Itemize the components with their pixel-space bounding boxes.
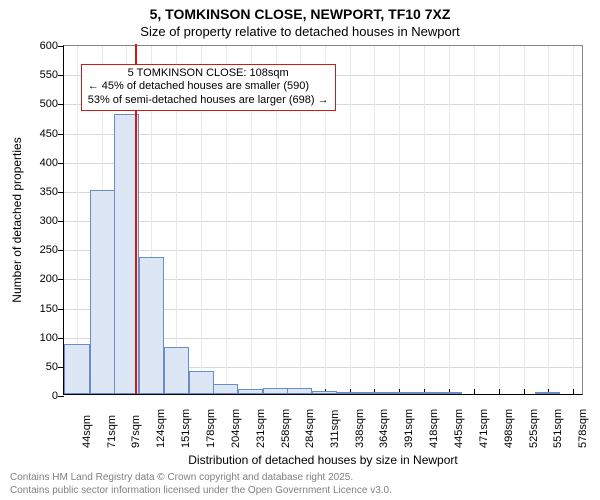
grid-line-v xyxy=(524,46,525,394)
y-tick-mark xyxy=(58,396,64,397)
x-tick-label: 311sqm xyxy=(329,410,341,448)
x-axis-label: Distribution of detached houses by size … xyxy=(63,453,583,467)
title-block: 5, TOMKINSON CLOSE, NEWPORT, TF10 7XZ Si… xyxy=(0,6,600,39)
x-tick-label: 551sqm xyxy=(552,409,564,448)
x-tick-mark xyxy=(499,389,500,395)
grid-line-v xyxy=(399,46,400,394)
x-tick-mark xyxy=(474,389,475,395)
x-tick-label: 231sqm xyxy=(255,409,267,448)
x-tick-mark xyxy=(524,389,525,395)
histogram-bar xyxy=(437,392,462,394)
y-tick-mark xyxy=(58,104,64,105)
x-tick-label: 44sqm xyxy=(81,415,93,448)
y-tick-mark xyxy=(58,163,64,164)
histogram-bar xyxy=(164,347,189,394)
annotation-box: 5 TOMKINSON CLOSE: 108sqm← 45% of detach… xyxy=(81,64,336,111)
x-tick-mark xyxy=(573,389,574,395)
histogram-bar xyxy=(287,388,312,394)
grid-line-v xyxy=(474,46,475,394)
chart-container: 5, TOMKINSON CLOSE, NEWPORT, TF10 7XZ Si… xyxy=(0,0,600,500)
x-tick-label: 471sqm xyxy=(478,409,490,448)
grid-line-v xyxy=(350,46,351,394)
grid-line-v xyxy=(573,46,574,394)
histogram-bar xyxy=(412,392,437,394)
histogram-bar xyxy=(387,392,412,394)
grid-line-v xyxy=(424,46,425,394)
histogram-bar xyxy=(535,392,560,394)
histogram-bar xyxy=(238,389,263,394)
histogram-bar xyxy=(139,257,164,394)
x-tick-label: 418sqm xyxy=(428,409,440,448)
histogram-bar xyxy=(189,371,214,394)
footer-attribution: Contains HM Land Registry data © Crown c… xyxy=(10,471,392,497)
histogram-bar xyxy=(213,384,238,395)
grid-line-v xyxy=(374,46,375,394)
histogram-bar xyxy=(263,388,288,394)
y-tick-mark xyxy=(58,250,64,251)
y-tick-mark xyxy=(58,75,64,76)
footer-line-2: Contains public sector information licen… xyxy=(10,484,392,497)
grid-line-h xyxy=(64,250,582,251)
y-tick-mark xyxy=(58,367,64,368)
x-tick-label: 578sqm xyxy=(577,409,589,448)
x-tick-label: 284sqm xyxy=(304,409,316,448)
y-tick-mark xyxy=(58,192,64,193)
grid-line-h xyxy=(64,163,582,164)
chart-subtitle: Size of property relative to detached ho… xyxy=(0,24,600,39)
annotation-line-1: 5 TOMKINSON CLOSE: 108sqm xyxy=(88,67,329,81)
histogram-bar xyxy=(64,344,89,394)
x-tick-label: 364sqm xyxy=(378,409,390,448)
x-tick-label: 204sqm xyxy=(230,409,242,448)
y-tick-mark xyxy=(58,309,64,310)
histogram-bar xyxy=(90,190,115,394)
x-tick-label: 258sqm xyxy=(280,409,292,448)
x-tick-label: 391sqm xyxy=(403,409,415,448)
y-tick-mark xyxy=(58,279,64,280)
x-tick-label: 97sqm xyxy=(130,415,142,448)
grid-line-v xyxy=(449,46,450,394)
grid-line-v xyxy=(499,46,500,394)
y-tick-mark xyxy=(58,134,64,135)
x-tick-label: 151sqm xyxy=(180,409,192,448)
grid-line-h xyxy=(64,221,582,222)
grid-line-v xyxy=(77,46,78,394)
x-tick-label: 338sqm xyxy=(354,409,366,448)
x-tick-label: 445sqm xyxy=(453,409,465,448)
x-tick-label: 498sqm xyxy=(503,409,515,448)
histogram-bar xyxy=(362,392,387,394)
y-tick-mark xyxy=(58,221,64,222)
y-axis-label: Number of detached properties xyxy=(10,45,24,395)
x-tick-label: 178sqm xyxy=(205,409,217,448)
y-tick-mark xyxy=(58,46,64,47)
x-tick-label: 525sqm xyxy=(528,409,540,448)
footer-line-1: Contains HM Land Registry data © Crown c… xyxy=(10,471,392,484)
plot-area: 05010015020025030035040045050055060044sq… xyxy=(63,45,583,395)
x-tick-label: 71sqm xyxy=(106,415,118,448)
annotation-line-3: 53% of semi-detached houses are larger (… xyxy=(88,94,329,108)
annotation-line-2: ← 45% of detached houses are smaller (59… xyxy=(88,80,329,94)
chart-title: 5, TOMKINSON CLOSE, NEWPORT, TF10 7XZ xyxy=(0,6,600,22)
y-tick-mark xyxy=(58,338,64,339)
grid-line-h xyxy=(64,134,582,135)
grid-line-h xyxy=(64,192,582,193)
histogram-bar xyxy=(312,391,337,395)
x-tick-label: 124sqm xyxy=(155,409,167,448)
histogram-bar xyxy=(337,392,362,394)
grid-line-v xyxy=(548,46,549,394)
